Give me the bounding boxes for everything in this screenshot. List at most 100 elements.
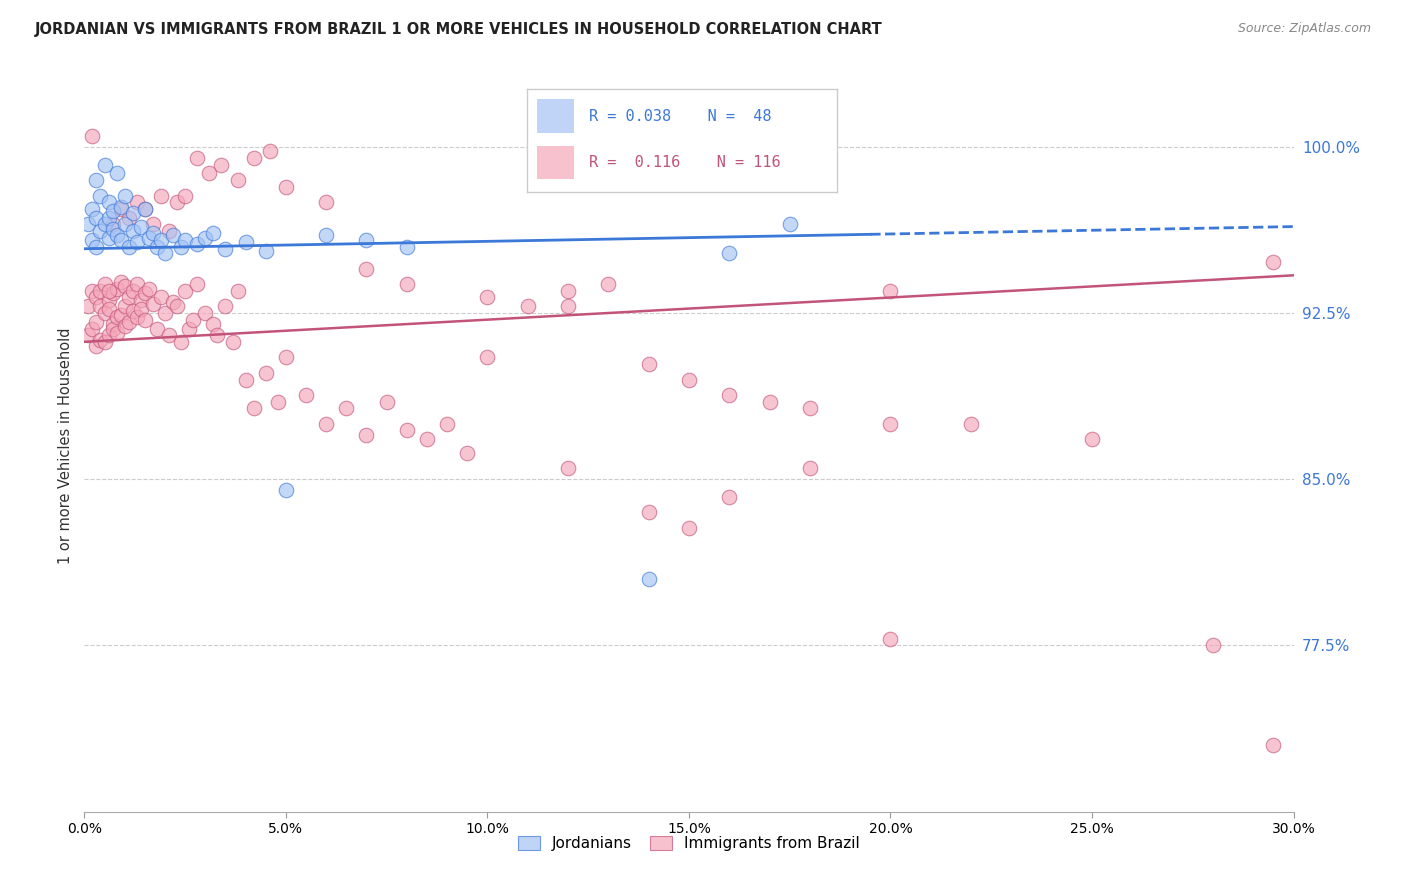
Point [77, 328, 100, 343]
Point [125, 195, 148, 210]
Point [89, 188, 111, 202]
Point [110, 275, 132, 289]
Point [235, 372, 257, 386]
Point [114, 218, 136, 232]
Point [335, 401, 357, 416]
Bar [537, 99, 574, 133]
Point [157, 224, 180, 238]
Point [375, 394, 398, 409]
Point [799, 461, 821, 475]
Point [186, 277, 208, 292]
Point [101, 317, 124, 331]
Point [138, 282, 160, 296]
Point [557, 461, 579, 475]
Point [105, 282, 128, 296]
Point [153, 306, 176, 320]
Point [134, 312, 156, 326]
Point [879, 284, 901, 298]
Point [89, 299, 111, 313]
Point [125, 310, 148, 325]
Point [114, 319, 136, 334]
Point [101, 204, 124, 219]
Point [77, 218, 100, 232]
Point [110, 233, 132, 247]
Point [86, 211, 108, 225]
Point [637, 572, 659, 586]
Point [121, 284, 143, 298]
Point [186, 151, 208, 165]
Point [121, 224, 143, 238]
Point [209, 157, 232, 171]
Point [118, 315, 141, 329]
Point [456, 445, 478, 459]
Point [174, 233, 197, 247]
Point [149, 233, 172, 247]
Point [77, 299, 100, 313]
Text: Source: ZipAtlas.com: Source: ZipAtlas.com [1237, 22, 1371, 36]
Point [105, 326, 128, 340]
Point [93, 218, 115, 232]
Point [207, 328, 229, 343]
Point [174, 188, 197, 202]
Point [799, 401, 821, 416]
Point [758, 394, 780, 409]
Point [97, 284, 120, 298]
Point [477, 351, 499, 365]
Point [105, 310, 128, 325]
Point [93, 157, 115, 171]
Point [97, 301, 120, 316]
Point [254, 366, 277, 380]
Point [274, 351, 297, 365]
Point [1202, 639, 1225, 653]
Point [1263, 255, 1285, 269]
Point [149, 188, 172, 202]
Point [97, 293, 120, 307]
Point [222, 334, 245, 349]
Point [101, 286, 124, 301]
Point [315, 228, 337, 243]
Point [960, 417, 983, 431]
Point [82, 284, 104, 298]
Point [134, 202, 156, 216]
Point [86, 173, 108, 187]
Point [202, 226, 225, 240]
Text: JORDANIAN VS IMMIGRANTS FROM BRAZIL 1 OR MORE VEHICLES IN HOUSEHOLD CORRELATION : JORDANIAN VS IMMIGRANTS FROM BRAZIL 1 OR… [35, 22, 883, 37]
Point [557, 299, 579, 313]
Point [436, 417, 458, 431]
Point [295, 388, 318, 402]
Point [125, 235, 148, 249]
Point [170, 334, 193, 349]
Point [356, 233, 378, 247]
Point [274, 483, 297, 498]
Point [779, 218, 801, 232]
Point [134, 202, 156, 216]
Point [637, 357, 659, 371]
Point [93, 277, 115, 292]
Point [97, 195, 120, 210]
Point [226, 284, 249, 298]
Point [194, 230, 217, 244]
Point [678, 521, 700, 535]
Point [134, 286, 156, 301]
Point [416, 433, 439, 447]
Point [395, 424, 418, 438]
Point [129, 301, 152, 316]
Point [254, 244, 277, 258]
Point [718, 246, 741, 260]
Point [174, 284, 197, 298]
Point [142, 297, 165, 311]
Point [166, 195, 188, 210]
Point [214, 242, 236, 256]
Point [93, 306, 115, 320]
Point [82, 202, 104, 216]
Point [121, 303, 143, 318]
Point [718, 388, 741, 402]
Point [129, 293, 152, 307]
Point [557, 284, 579, 298]
Point [477, 291, 499, 305]
Point [242, 401, 264, 416]
Point [118, 211, 141, 225]
Point [86, 239, 108, 253]
Point [879, 632, 901, 646]
Point [395, 239, 418, 253]
